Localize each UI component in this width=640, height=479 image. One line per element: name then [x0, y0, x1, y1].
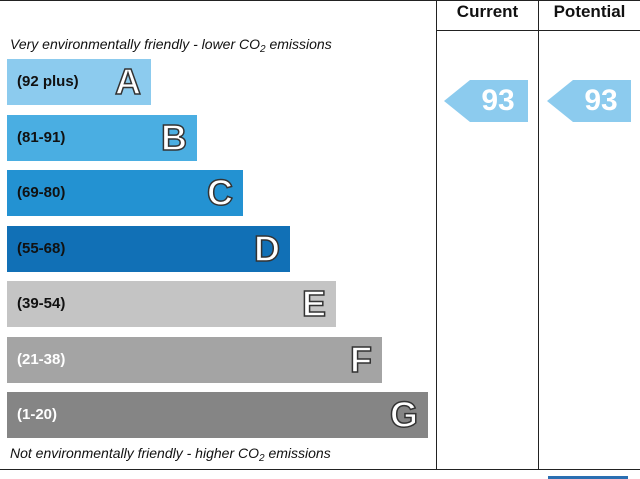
band-letter: A	[114, 60, 142, 103]
potential-rating-arrow: 93	[547, 80, 631, 122]
band-e: (39-54) E	[7, 281, 336, 327]
band-letter: F	[349, 338, 373, 381]
bottom-caption: Not environmentally friendly - higher CO…	[10, 445, 331, 464]
band-range-label: (92 plus)	[17, 73, 79, 90]
band-range-label: (81-91)	[17, 129, 66, 146]
band-letter: B	[160, 116, 188, 159]
current-arrow-shape	[444, 80, 528, 122]
band-letter: E	[301, 282, 327, 325]
band-f: (21-38) F	[7, 337, 382, 383]
top-border	[0, 0, 640, 1]
band-d: (55-68) D	[7, 226, 290, 272]
divider-mid	[538, 0, 539, 470]
divider-left	[436, 0, 437, 470]
band-letter: G	[389, 393, 419, 436]
potential-column-header: Potential	[553, 2, 626, 21]
current-column-header: Current	[456, 2, 519, 21]
potential-arrow-shape	[547, 80, 631, 122]
band-range-label: (1-20)	[17, 406, 58, 423]
bottom-border	[0, 469, 640, 470]
current-rating-arrow: 93	[444, 80, 528, 122]
band-letter: D	[253, 227, 281, 270]
bottom-accent	[548, 476, 628, 479]
band-letter: C	[206, 171, 234, 214]
band-b: (81-91) B	[7, 115, 197, 161]
top-caption: Very environmentally friendly - lower CO…	[10, 36, 332, 55]
potential-rating-value: 93	[584, 84, 618, 117]
band-range-label: (69-80)	[17, 184, 66, 201]
current-rating-value: 93	[481, 84, 515, 117]
band-range-label: (21-38)	[17, 351, 66, 368]
band-g: (1-20) G	[7, 392, 428, 438]
band-a: (92 plus) A	[7, 59, 151, 105]
band-range-label: (55-68)	[17, 240, 66, 257]
band-range-label: (39-54)	[17, 295, 66, 312]
band-c: (69-80) C	[7, 170, 243, 216]
